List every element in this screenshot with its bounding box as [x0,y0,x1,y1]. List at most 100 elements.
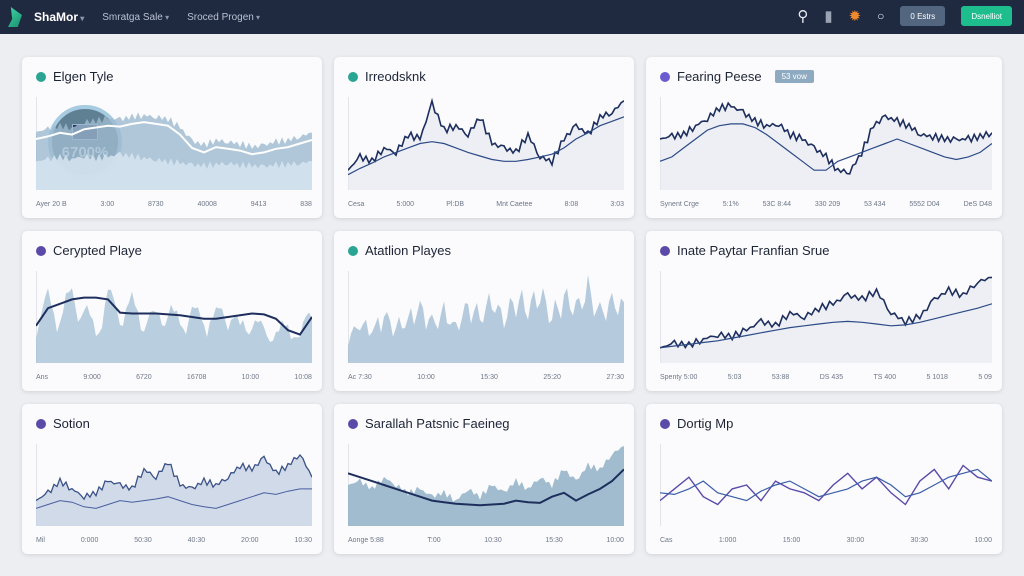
gear-icon[interactable]: ✹ [848,8,862,25]
x-axis-ticks: Synent Crge 5:1% 53C 8:44 330 209 53 434 5552… [660,201,992,208]
x-axis-ticks: Cesa 5:000 Pl:DB Mnt Caetee 8:08 3:03 [348,201,624,208]
chart [348,271,624,363]
search-icon[interactable]: ⚲ [797,8,809,25]
chart [348,444,624,526]
battery-icon[interactable]: ▮ [824,8,833,25]
x-tick-label: Cas [660,537,673,544]
card-title: Elgen Tyle [36,69,113,84]
chart [36,271,312,363]
chart-card: Inate Paytar Franfian Srue Spenty 5:00 5:0… [646,231,1002,391]
card-badge: 53 vow [774,70,814,83]
x-tick-label: 0:000 [80,537,99,544]
chart-card: Elgen Tyle6700%Ayer 20 B3:00873040008941… [22,57,322,218]
chart-card: Sarallah Patsnic Faeineg Aonge 5:88 T:00 10… [334,404,634,554]
chart-card: Atatlion Playes Ac 7:30 10:00 15:30 25:20 27:… [334,231,634,391]
card-icon [348,71,358,82]
chart [660,271,992,363]
card-icon [660,418,670,429]
chart [660,97,992,190]
card-icon [36,418,46,429]
x-tick-label: T:00 [427,537,441,544]
card-icon [660,245,670,256]
chart-card: Dortig Mp Cas 1:000 15:00 30:00 30:30 10:00 [646,404,1002,554]
x-tick-label: Ans [36,374,49,381]
x-tick-label: 8730 [148,201,164,208]
x-tick-label: 5:03 [727,374,742,381]
series-line [660,101,992,175]
series-line [36,453,312,502]
trend-line [348,468,624,507]
primary-button[interactable]: Dsnelliot [961,6,1012,26]
x-tick-label: 6720 [136,374,152,381]
trend-line [348,116,624,176]
x-tick-label: 5 09 [978,374,992,381]
chart-card: Irreodsknk Cesa 5:000 Pl:DB Mnt Caetee 8:08 3:… [334,57,634,218]
x-tick-label: 53:88 [771,374,790,381]
x-axis-ticks: Spenty 5:00 5:03 53:88 DS 435 TS 400 5 1018 5 … [660,374,992,381]
x-tick-label: 16708 [186,374,207,381]
series-shadow [660,277,992,363]
x-tick-label: Ayer 20 B [36,201,67,208]
series-line [36,121,312,156]
x-tick-label: 30:30 [910,537,929,544]
x-tick-label: 10:30 [294,537,312,544]
series-line [660,276,992,350]
card-title: Inate Paytar Franfian Srue [660,243,829,258]
chart [348,97,624,190]
x-axis-ticks: Ans 9:000 6720 16708 10:00 10:08 [36,374,312,381]
series-area [36,455,312,526]
x-tick-label: 20:00 [241,537,259,544]
card-icon [660,71,670,82]
card-title: Dortig Mp [660,416,733,431]
card-icon [36,245,46,256]
secondary-button[interactable]: 0 Estrs [900,6,946,26]
card-title: Atatlion Playes [348,243,451,258]
card-title: Sotion [36,416,90,431]
card-title: Irreodsknk [348,69,426,84]
x-axis-ticks: Ayer 20 B 3:00 8730 40008 9413 838 [36,201,312,208]
x-tick-label: Spenty 5:00 [660,374,698,381]
x-tick-label: 10:00 [606,537,624,544]
x-tick-label: 30:00 [846,537,865,544]
x-tick-label: 10:30 [484,537,502,544]
trend-line [36,296,312,336]
chart-card: Cerypted Playe Ans 9:000 6720 16708 10:00 10:0… [22,231,322,391]
trend-line [36,488,312,509]
x-tick-label: 5:1% [722,201,739,208]
x-tick-label: 5552 D04 [909,201,940,208]
nav-menu-2[interactable]: Sroced Progen [187,12,260,23]
circle-icon[interactable]: ○ [877,9,885,23]
x-tick-label: 15:30 [545,537,563,544]
chart-card: Sotion Mil 0:000 50:30 40:30 20:00 10:30 [22,404,322,554]
x-tick-label: 3:00 [100,201,115,208]
chart [36,444,312,526]
x-tick-label: 10:00 [417,374,435,381]
top-bar: ShaMor Smratga Sale Sroced Progen ⚲ ▮ ✹ … [0,0,1024,34]
brand-menu[interactable]: ShaMor [34,10,84,24]
x-tick-label: 15:00 [782,537,801,544]
x-tick-label: Mil [36,537,45,544]
x-tick-label: 40:30 [187,537,206,544]
x-tick-label: 15:30 [480,374,498,381]
x-tick-label: 53C 8:44 [762,201,792,208]
x-tick-label: 40008 [197,201,217,208]
x-tick-label: Aonge 5:88 [348,537,384,544]
chart [36,97,312,190]
x-tick-label: 9413 [250,201,267,208]
series-shadow [348,100,624,190]
x-tick-label: 5 1018 [926,374,948,381]
x-tick-label: 5:000 [396,201,415,208]
card-icon [36,71,46,82]
x-tick-label: DS 435 [819,374,844,381]
x-tick-label: 50:30 [134,537,152,544]
series-line-2 [660,468,992,502]
x-axis-ticks: Ac 7:30 10:00 15:30 25:20 27:30 [348,374,624,381]
x-tick-label: 838 [300,201,312,208]
card-icon [348,245,358,256]
x-tick-label: Ac 7:30 [348,374,372,381]
x-tick-label: 25:20 [543,374,561,381]
trend-line [660,303,992,349]
x-axis-ticks: Aonge 5:88 T:00 10:30 15:30 10:00 [348,537,624,544]
nav-menu-1[interactable]: Smratga Sale [102,12,169,23]
x-tick-label: 3:03 [610,201,624,208]
